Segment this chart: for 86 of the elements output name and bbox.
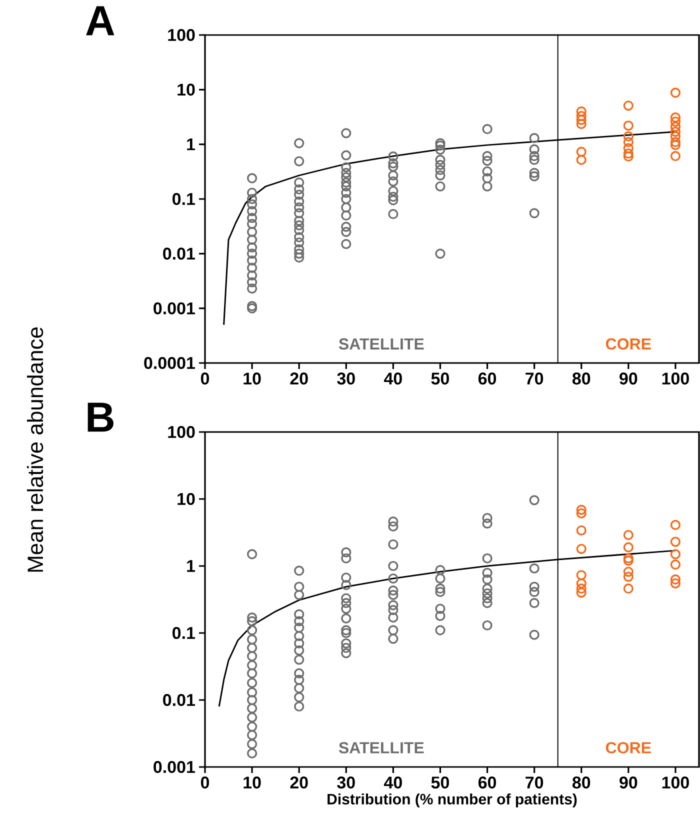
x-tick-label: 30 bbox=[337, 776, 355, 789]
point bbox=[623, 120, 634, 131]
point bbox=[623, 143, 634, 154]
chart-title: A bbox=[86, 6, 114, 36]
point bbox=[670, 578, 681, 588]
point bbox=[576, 570, 586, 580]
point bbox=[670, 560, 681, 570]
y-tick-label: 0.01 bbox=[163, 694, 195, 706]
x-tick-label: 0 bbox=[200, 372, 210, 385]
annotation: SATELLITE bbox=[338, 338, 424, 350]
point bbox=[623, 131, 634, 142]
point bbox=[576, 588, 586, 598]
annotation: SATELLITE bbox=[338, 742, 424, 754]
point bbox=[576, 110, 586, 122]
x-tick-label: 40 bbox=[384, 372, 402, 385]
point bbox=[576, 106, 586, 116]
x-tick-label: 80 bbox=[572, 776, 590, 789]
point bbox=[670, 137, 681, 148]
x-tick-label: 70 bbox=[526, 776, 544, 789]
point bbox=[623, 542, 634, 552]
point bbox=[576, 154, 586, 165]
x-tick-label: 80 bbox=[572, 372, 590, 385]
point bbox=[576, 146, 586, 157]
x-tick-label: 70 bbox=[526, 372, 544, 385]
x-tick-label: 30 bbox=[337, 372, 355, 385]
annotation: CORE bbox=[606, 338, 651, 350]
y-tick-label: 0.001 bbox=[154, 760, 195, 774]
point bbox=[670, 88, 681, 98]
x-tick-label: 100 bbox=[662, 372, 689, 385]
point bbox=[576, 544, 586, 554]
point bbox=[670, 140, 681, 150]
y-tick-label: 1 bbox=[187, 138, 195, 150]
point bbox=[576, 119, 586, 130]
point bbox=[623, 148, 634, 159]
point bbox=[576, 114, 586, 125]
x-tick-label: 10 bbox=[244, 776, 261, 789]
x-tick-label: 20 bbox=[290, 372, 308, 385]
point bbox=[670, 549, 681, 560]
point bbox=[623, 584, 634, 594]
x-tick-label: 0 bbox=[200, 776, 210, 789]
x-tick-label: 40 bbox=[384, 776, 402, 789]
x-axis-title: Distribution (% number of patients) bbox=[328, 793, 577, 808]
point bbox=[576, 525, 586, 536]
x-tick-label: 50 bbox=[431, 372, 449, 385]
point bbox=[670, 536, 681, 547]
y-tick-label: 100 bbox=[168, 426, 195, 438]
y-tick-label: 1 bbox=[187, 560, 195, 572]
point bbox=[670, 116, 681, 127]
x-tick-label: 90 bbox=[620, 776, 638, 789]
y-tick-label: 0.001 bbox=[154, 302, 195, 314]
point bbox=[576, 508, 586, 518]
point bbox=[670, 574, 681, 584]
point bbox=[670, 126, 681, 137]
annotation: CORE bbox=[606, 742, 651, 754]
point bbox=[670, 131, 681, 142]
point bbox=[623, 566, 634, 577]
chart-title: B bbox=[88, 402, 114, 432]
y-axis-title: Mean relative abundance bbox=[26, 327, 44, 572]
y-tick-label: 0.1 bbox=[172, 626, 195, 640]
point bbox=[576, 578, 586, 588]
x-tick-label: 90 bbox=[620, 372, 638, 385]
point bbox=[670, 122, 681, 132]
point bbox=[623, 556, 634, 566]
point bbox=[623, 530, 634, 540]
y-tick-label: 10 bbox=[178, 492, 195, 506]
y-tick-label: 0.01 bbox=[163, 248, 195, 260]
y-tick-label: 10 bbox=[178, 84, 195, 96]
point bbox=[623, 553, 634, 564]
point bbox=[623, 151, 634, 162]
x-tick-label: 50 bbox=[431, 776, 449, 789]
y-tick-label: 0.1 bbox=[172, 192, 195, 206]
point bbox=[576, 504, 586, 515]
x-tick-label: 100 bbox=[662, 776, 689, 789]
point bbox=[623, 100, 634, 111]
point bbox=[670, 520, 681, 530]
point bbox=[623, 137, 634, 148]
point bbox=[670, 112, 681, 123]
point bbox=[670, 151, 681, 162]
y-tick-label: 0.0001 bbox=[144, 356, 195, 370]
point bbox=[576, 584, 586, 594]
x-tick-label: 20 bbox=[290, 776, 308, 789]
x-tick-label: 60 bbox=[478, 776, 496, 789]
x-tick-label: 10 bbox=[244, 372, 261, 385]
y-tick-label: 100 bbox=[168, 28, 195, 42]
x-tick-label: 60 bbox=[478, 372, 496, 385]
point bbox=[623, 572, 634, 582]
